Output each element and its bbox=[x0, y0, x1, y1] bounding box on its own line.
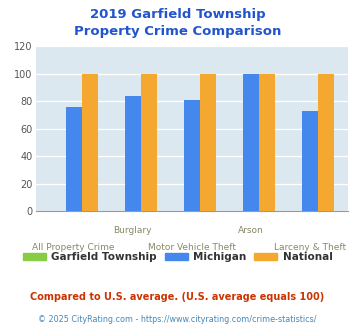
Bar bbox=[243, 74, 259, 211]
Text: Larceny & Theft: Larceny & Theft bbox=[274, 243, 346, 251]
Bar bbox=[82, 74, 98, 211]
Text: 2019 Garfield Township: 2019 Garfield Township bbox=[90, 8, 265, 21]
Bar bbox=[318, 74, 334, 211]
Text: Property Crime Comparison: Property Crime Comparison bbox=[74, 25, 281, 38]
Text: Compared to U.S. average. (U.S. average equals 100): Compared to U.S. average. (U.S. average … bbox=[31, 292, 324, 302]
Bar bbox=[200, 74, 215, 211]
Bar bbox=[259, 74, 275, 211]
Legend: Garfield Township, Michigan, National: Garfield Township, Michigan, National bbox=[18, 248, 337, 266]
Text: All Property Crime: All Property Crime bbox=[32, 243, 115, 251]
Bar bbox=[302, 111, 318, 211]
Bar bbox=[66, 107, 82, 211]
Bar bbox=[141, 74, 157, 211]
Text: Arson: Arson bbox=[238, 226, 264, 235]
Bar bbox=[125, 96, 141, 211]
Text: Burglary: Burglary bbox=[113, 226, 152, 235]
Bar bbox=[184, 100, 200, 211]
Text: Motor Vehicle Theft: Motor Vehicle Theft bbox=[148, 243, 236, 251]
Text: © 2025 CityRating.com - https://www.cityrating.com/crime-statistics/: © 2025 CityRating.com - https://www.city… bbox=[38, 315, 317, 324]
